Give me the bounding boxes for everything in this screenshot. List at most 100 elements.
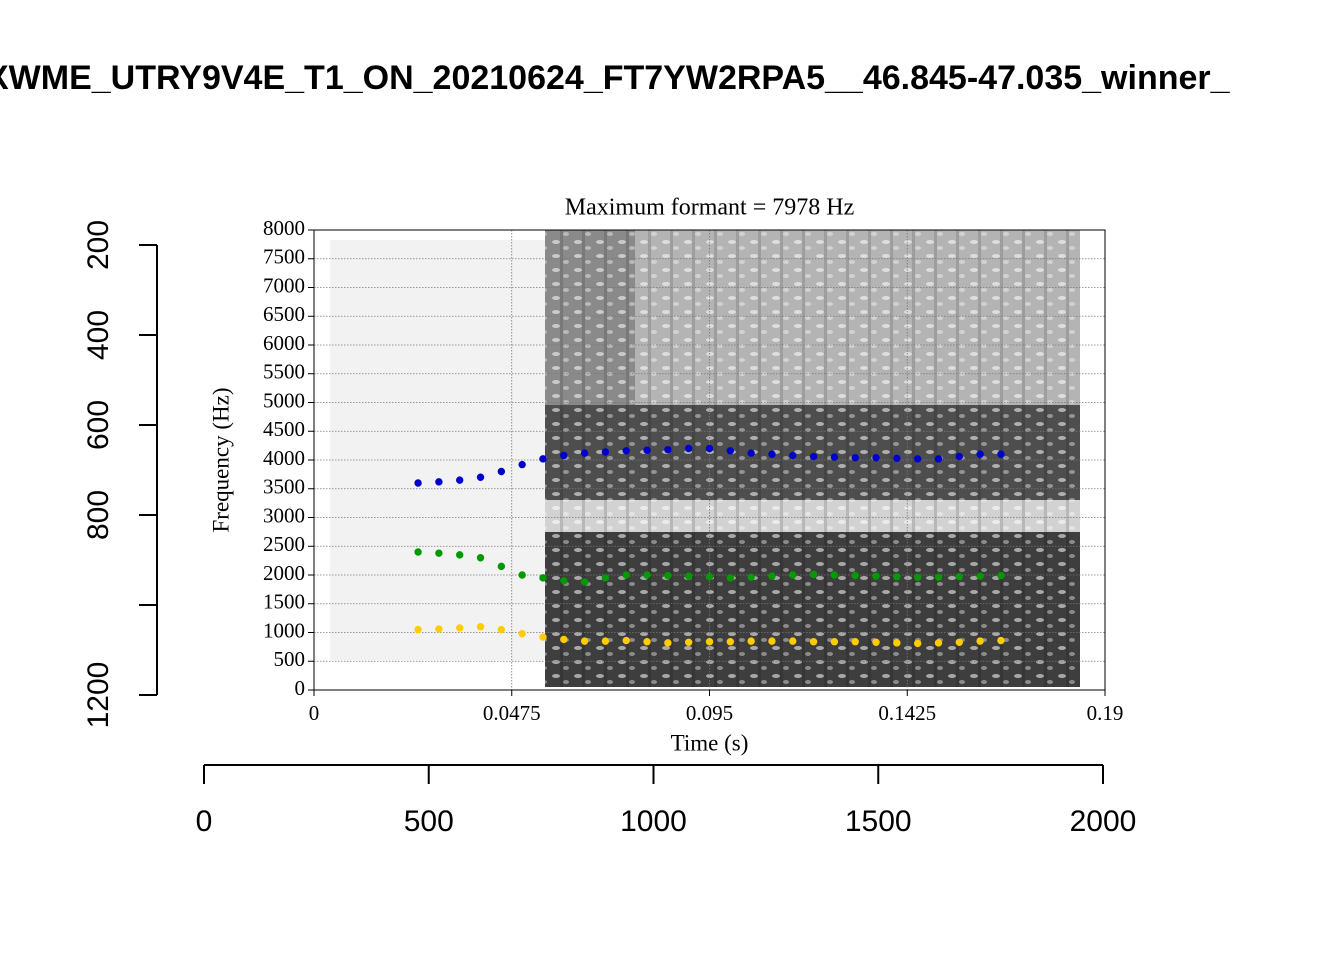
plot-frame (313, 229, 1106, 691)
formant-point (643, 638, 651, 646)
formant-point (601, 574, 610, 582)
formant-point (789, 571, 797, 579)
formant-point (684, 572, 693, 580)
formant-point (955, 638, 963, 646)
formant-point (560, 451, 568, 460)
formant-point (664, 445, 672, 454)
formant-point (518, 629, 526, 638)
formant-point (705, 444, 714, 453)
formant-point (726, 638, 735, 646)
formant-point (705, 638, 714, 646)
y-tick-label: 6000 (263, 331, 305, 355)
formant-point (414, 479, 422, 487)
formant-point (497, 625, 506, 634)
formant-point (601, 448, 610, 456)
formant-point (872, 454, 880, 462)
y-tick-label: 4500 (263, 417, 305, 441)
y-tick-label: 2000 (263, 561, 305, 585)
formant-point (851, 638, 859, 646)
x-tick-label: 0.1425 (878, 701, 936, 725)
formant-point (747, 449, 755, 457)
formant-point (456, 624, 464, 632)
y-tick-label: 0 (295, 676, 306, 700)
formant-point (476, 554, 485, 562)
x-tick-label: 1000 (620, 805, 687, 838)
y-tick-label: 7500 (263, 245, 305, 269)
formant-point (726, 574, 735, 582)
chart-title: XWME_UTRY9V4E_T1_ON_20210624_FT7YW2RPA5_… (0, 59, 1231, 97)
formant-point (893, 573, 901, 581)
y-tick-label: 5000 (263, 388, 305, 412)
formant-point (414, 625, 422, 634)
y-tick-label: 3000 (263, 503, 305, 527)
formant-point (539, 455, 547, 463)
plot-title: Maximum formant = 7978 Hz (565, 195, 855, 221)
formant-point (789, 451, 797, 460)
formant-point (851, 571, 859, 580)
formant-point (976, 572, 984, 580)
formant-point (809, 638, 818, 646)
x-tick-label: 0 (309, 701, 320, 725)
formant-point (809, 570, 818, 579)
formant-point (997, 636, 1005, 645)
formant-point (747, 573, 755, 581)
x-axis-label: Time (s) (671, 730, 749, 755)
formant-point (955, 452, 963, 461)
x-tick-label: 1500 (845, 805, 912, 838)
formant-point (747, 637, 755, 645)
formant-point (518, 460, 526, 469)
formant-point (643, 571, 651, 579)
formant-point (497, 467, 506, 476)
x-tick-label: 0.095 (686, 701, 733, 725)
formant-point (414, 548, 422, 556)
formant-point (580, 449, 589, 457)
y-tick-label: 500 (274, 647, 306, 671)
x-tick-label: 2000 (1070, 805, 1137, 838)
formant-point (872, 572, 880, 580)
formant-point (809, 452, 818, 461)
x-tick-label: 0 (196, 805, 213, 838)
formant-point (684, 444, 693, 453)
formant-point (622, 447, 630, 455)
formant-point (830, 638, 839, 646)
formant-point (830, 571, 839, 579)
formant-point (601, 637, 610, 645)
formant-point (768, 637, 776, 645)
y-tick-label: 400 (82, 310, 115, 360)
formant-point (476, 473, 485, 481)
formant-point (435, 549, 443, 557)
formant-point (893, 454, 901, 462)
formant-point (913, 639, 922, 648)
formant-point (622, 571, 630, 579)
formant-point (435, 478, 443, 486)
formant-point (997, 571, 1005, 580)
y-tick-label: 200 (82, 220, 115, 270)
formant-point (476, 623, 485, 631)
formant-point (726, 447, 735, 455)
formant-point (934, 573, 943, 581)
formant-point (913, 573, 922, 581)
formant-point (580, 578, 589, 586)
formant-point (913, 455, 922, 463)
y-tick-label: 1500 (263, 590, 305, 614)
y-axis-label: Frequency (Hz) (208, 388, 233, 533)
y-tick-label: 1000 (263, 618, 305, 642)
formant-point (997, 450, 1005, 458)
y-tick-label: 2500 (263, 532, 305, 556)
formant-point (705, 573, 714, 581)
formant-point (976, 450, 984, 458)
formant-point (664, 639, 672, 647)
formant-point (893, 639, 901, 647)
formant-point (768, 572, 776, 580)
formant-point (622, 636, 630, 645)
formant-point (664, 571, 672, 580)
y-tick-label: 600 (82, 400, 115, 450)
formant-point (560, 635, 568, 644)
y-tick-label: 6500 (263, 302, 305, 326)
formant-point (768, 450, 776, 458)
formant-point (539, 574, 547, 582)
y-tick-label: 8000 (263, 216, 305, 240)
formant-point (934, 639, 943, 647)
formant-point (456, 476, 464, 484)
